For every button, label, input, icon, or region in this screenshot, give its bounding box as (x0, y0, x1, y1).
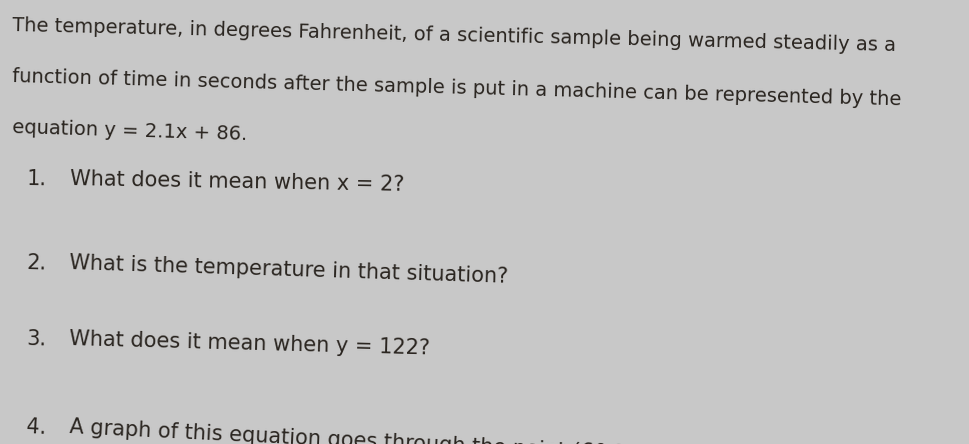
Text: equation y = 2.1x + 86.: equation y = 2.1x + 86. (12, 118, 247, 143)
Text: What is the temperature in that situation?: What is the temperature in that situatio… (69, 253, 508, 287)
Text: 1.: 1. (27, 169, 47, 189)
Text: What does it mean when y = 122?: What does it mean when y = 122? (69, 329, 430, 358)
Text: A graph of this equation goes through the point (60,212). What does that mean?: A graph of this equation goes through th… (69, 417, 911, 444)
Text: The temperature, in degrees Fahrenheit, of a scientific sample being warmed stea: The temperature, in degrees Fahrenheit, … (13, 16, 895, 55)
Text: 2.: 2. (26, 253, 47, 274)
Text: 4.: 4. (26, 417, 47, 438)
Text: What does it mean when x = 2?: What does it mean when x = 2? (70, 169, 404, 194)
Text: 3.: 3. (26, 329, 47, 349)
Text: function of time in seconds after the sample is put in a machine can be represen: function of time in seconds after the sa… (12, 67, 901, 109)
